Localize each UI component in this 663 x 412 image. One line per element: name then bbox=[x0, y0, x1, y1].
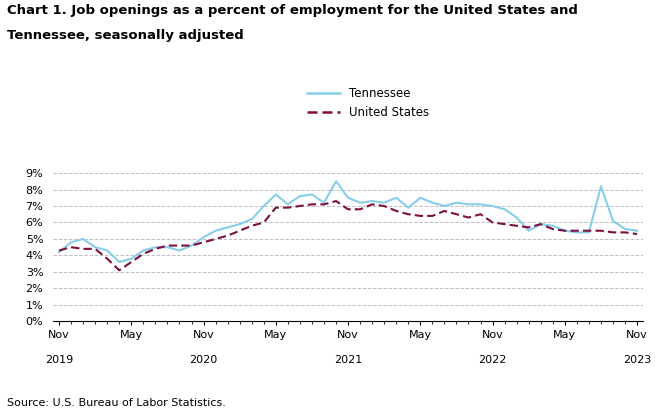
Text: Chart 1. Job openings as a percent of employment for the United States and: Chart 1. Job openings as a percent of em… bbox=[7, 4, 577, 17]
Text: 2021: 2021 bbox=[334, 355, 362, 365]
Text: 2022: 2022 bbox=[479, 355, 507, 365]
Text: Tennessee, seasonally adjusted: Tennessee, seasonally adjusted bbox=[7, 29, 243, 42]
Legend: Tennessee, United States: Tennessee, United States bbox=[307, 87, 430, 119]
Text: 2023: 2023 bbox=[623, 355, 651, 365]
Text: Source: U.S. Bureau of Labor Statistics.: Source: U.S. Bureau of Labor Statistics. bbox=[7, 398, 225, 408]
Text: 2020: 2020 bbox=[190, 355, 217, 365]
Text: 2019: 2019 bbox=[45, 355, 73, 365]
